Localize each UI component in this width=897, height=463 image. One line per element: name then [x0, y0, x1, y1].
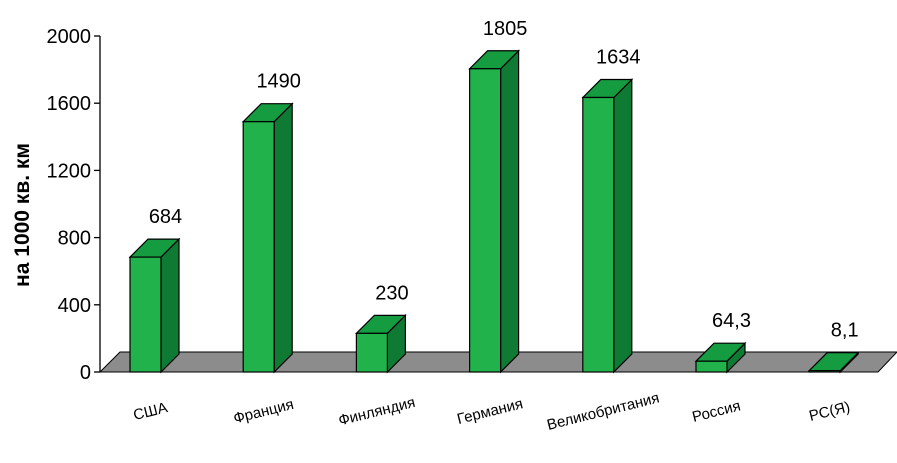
bar: [241, 102, 294, 374]
data-label: 1490: [256, 71, 301, 93]
y-tick-label: 2000: [47, 26, 92, 48]
bar-side: [160, 237, 180, 374]
bar: [581, 78, 634, 374]
y-tick-label: 400: [58, 295, 91, 317]
data-label: 230: [375, 282, 408, 304]
category-label: Франция: [232, 396, 296, 427]
bar-front: [129, 256, 162, 373]
bar: [128, 237, 181, 374]
category-label: США: [132, 399, 170, 424]
data-label: 1634: [596, 46, 641, 68]
bar: [468, 49, 521, 374]
bar-front: [469, 68, 502, 373]
category-label: Германия: [455, 395, 524, 428]
y-axis: 0 400 800 1200 1600 2000: [47, 26, 101, 384]
bar-front: [695, 360, 728, 373]
bars: [128, 49, 860, 374]
y-tick-label: 1600: [47, 93, 92, 115]
bar: [694, 341, 747, 374]
y-axis-title: на 1000 кв. км: [11, 143, 34, 287]
category-label: Великобритания: [545, 389, 661, 433]
category-label: Россия: [690, 397, 742, 425]
bar-front: [242, 121, 275, 373]
bar-front: [582, 96, 615, 373]
bar-front: [808, 370, 841, 373]
y-tick-label: 1200: [47, 160, 92, 182]
y-tick-label: 0: [80, 362, 91, 384]
data-label: 1805: [483, 18, 528, 40]
bar-front: [355, 332, 388, 373]
bar: [354, 313, 407, 374]
bar-side: [273, 102, 293, 374]
bar-side: [613, 78, 633, 374]
bar: [807, 351, 860, 374]
category-label: РС(Я): [807, 398, 851, 425]
data-label: 8,1: [831, 320, 859, 342]
data-label: 684: [149, 206, 182, 228]
y-tick-label: 800: [58, 228, 91, 250]
data-label: 64,3: [712, 310, 751, 332]
bar-side: [500, 49, 520, 374]
category-label: Финляндия: [337, 394, 417, 429]
